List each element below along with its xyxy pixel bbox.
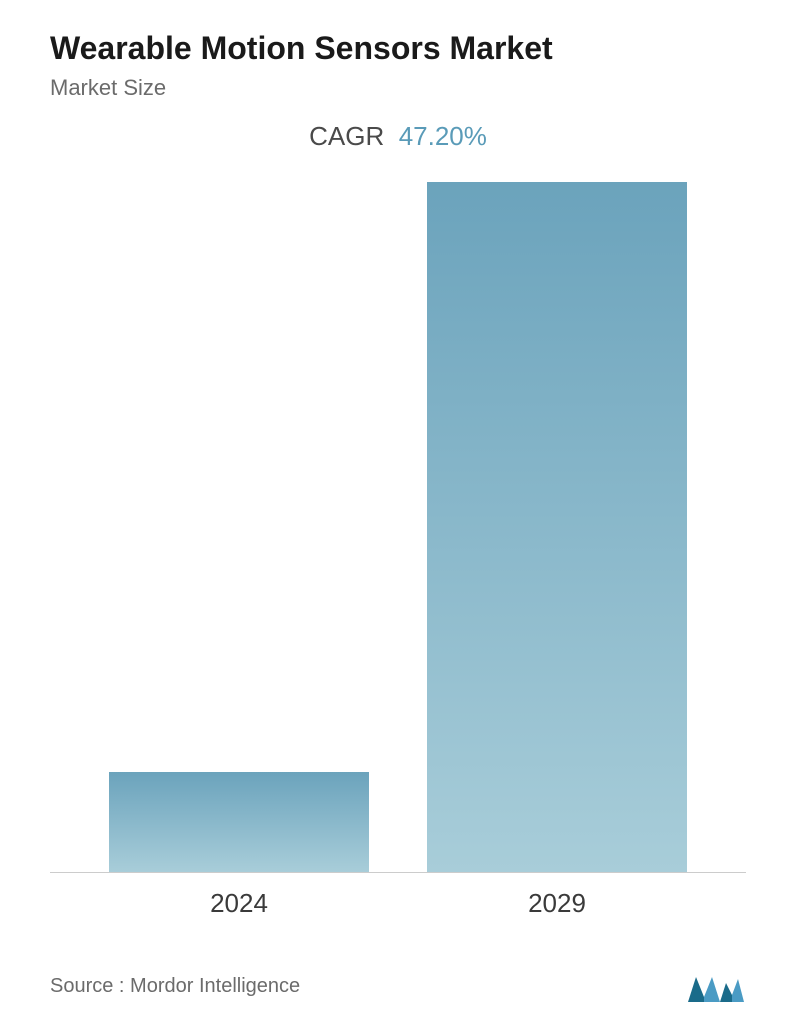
bar-1 — [427, 182, 687, 872]
x-axis-labels: 2024 2029 — [50, 888, 746, 919]
cagr-row: CAGR 47.20% — [50, 121, 746, 152]
chart-footer: Source : Mordor Intelligence — [50, 969, 746, 1014]
bar-group-1 — [427, 182, 687, 872]
chart-subtitle: Market Size — [50, 75, 746, 101]
x-label-0: 2024 — [109, 888, 369, 919]
chart-plot-area — [50, 162, 746, 873]
mordor-logo-icon — [686, 969, 746, 1004]
x-label-1: 2029 — [427, 888, 687, 919]
source-label: Source : — [50, 975, 124, 997]
chart-title: Wearable Motion Sensors Market — [50, 30, 746, 67]
source-value: Mordor Intelligence — [130, 975, 300, 997]
chart-container: Wearable Motion Sensors Market Market Si… — [0, 0, 796, 1034]
bar-0 — [109, 772, 369, 872]
bar-group-0 — [109, 772, 369, 872]
cagr-label: CAGR — [309, 121, 384, 151]
cagr-value: 47.20% — [399, 121, 487, 151]
source-attribution: Source : Mordor Intelligence — [50, 975, 300, 998]
